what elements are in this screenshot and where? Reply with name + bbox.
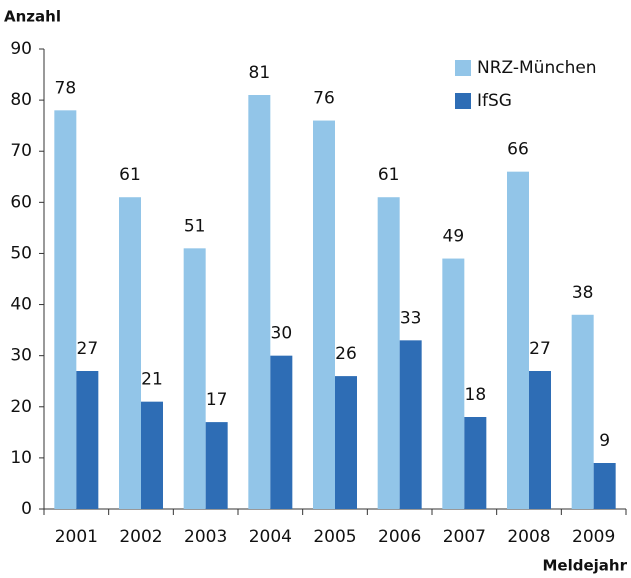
bar <box>183 248 206 510</box>
y-tick-label: 80 <box>10 90 32 110</box>
value-label: 38 <box>572 283 594 303</box>
value-label: 78 <box>55 78 77 98</box>
y-tick-label: 20 <box>10 397 32 417</box>
bar <box>399 340 422 509</box>
x-tick-label: 2003 <box>184 527 227 547</box>
x-tick-label: 2001 <box>55 527 98 547</box>
legend-label: NRZ-München <box>477 58 597 78</box>
x-tick-label: 2005 <box>313 527 356 547</box>
x-tick-label: 2009 <box>572 527 615 547</box>
y-tick-label: 60 <box>10 192 32 212</box>
bar <box>119 197 141 509</box>
bar <box>335 376 357 509</box>
bar <box>141 401 163 509</box>
y-tick-label: 50 <box>10 243 32 263</box>
value-label: 81 <box>249 63 271 83</box>
bar <box>507 171 529 509</box>
y-tick-label: 70 <box>10 141 32 161</box>
value-label: 51 <box>184 216 206 236</box>
bar <box>442 258 465 509</box>
value-label: 27 <box>77 339 99 359</box>
y-tick-label: 10 <box>10 448 32 468</box>
x-tick-label: 2008 <box>507 527 550 547</box>
bar <box>54 110 77 509</box>
x-tick-label: 2004 <box>249 527 292 547</box>
legend-label: IfSG <box>477 91 512 111</box>
bar <box>571 314 594 509</box>
value-label: 66 <box>507 140 529 160</box>
y-tick-label: 30 <box>10 346 32 366</box>
bar <box>205 422 228 509</box>
value-label: 61 <box>119 165 141 185</box>
value-label: 33 <box>400 308 422 328</box>
y-axis-label: Anzahl <box>4 8 61 26</box>
y-tick-label: 0 <box>21 499 32 519</box>
value-label: 18 <box>465 385 487 405</box>
bar <box>377 197 400 509</box>
legend-swatch <box>455 60 471 76</box>
value-label: 30 <box>271 324 293 344</box>
bar <box>464 417 487 509</box>
bar <box>270 355 293 509</box>
value-label: 61 <box>378 165 400 185</box>
x-tick-label: 2002 <box>119 527 162 547</box>
value-label: 9 <box>599 431 610 451</box>
value-label: 21 <box>141 370 163 390</box>
y-tick-label: 40 <box>10 295 32 315</box>
value-label: 76 <box>313 89 335 109</box>
value-label: 27 <box>529 339 551 359</box>
x-axis-label: Meldejahr <box>543 557 628 575</box>
value-label: 17 <box>206 390 228 410</box>
bar <box>593 463 616 509</box>
bar <box>529 371 551 509</box>
y-tick-label: 90 <box>10 39 32 59</box>
bar <box>76 371 99 509</box>
legend-swatch <box>455 93 471 109</box>
x-tick-label: 2006 <box>378 527 421 547</box>
bar <box>248 95 271 509</box>
bar <box>313 120 335 510</box>
value-label: 26 <box>335 344 357 364</box>
value-label: 49 <box>443 227 465 247</box>
x-tick-label: 2007 <box>443 527 486 547</box>
